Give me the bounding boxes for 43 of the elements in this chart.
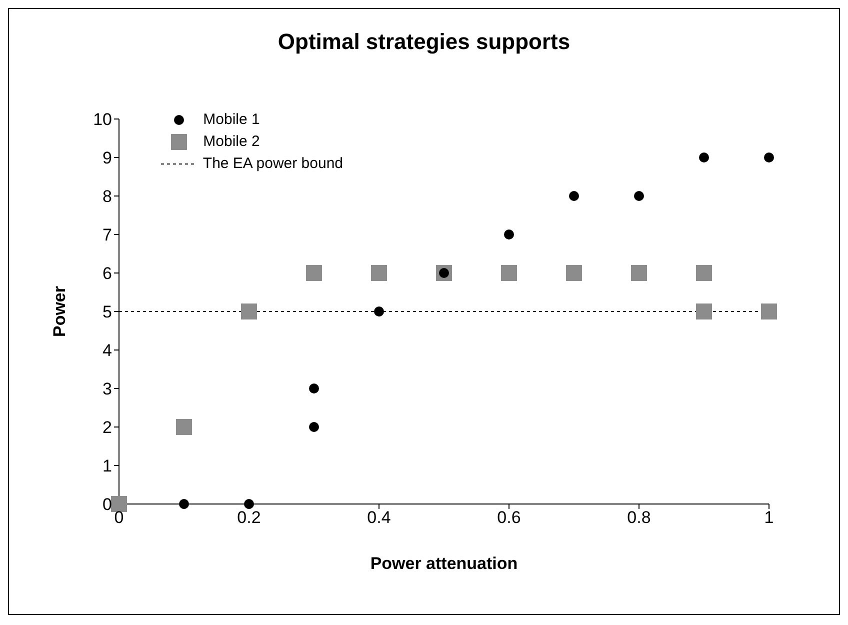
y-tick-label: 4 xyxy=(102,341,112,360)
y-tick-label: 7 xyxy=(102,226,112,245)
legend-label: Mobile 2 xyxy=(203,133,260,150)
y-tick-label: 1 xyxy=(102,456,112,476)
point xyxy=(176,419,192,435)
x-tick-label: 0.4 xyxy=(367,508,391,528)
y-tick-label: 8 xyxy=(102,187,112,206)
point xyxy=(374,306,384,316)
y-axis-title: Power xyxy=(50,286,70,338)
y-tick-label: 9 xyxy=(102,148,112,168)
point xyxy=(631,265,647,281)
point xyxy=(241,304,257,320)
point xyxy=(696,265,712,281)
point xyxy=(309,422,319,432)
point xyxy=(501,265,517,281)
point xyxy=(244,499,254,509)
y-tick-label: 3 xyxy=(102,380,112,399)
point xyxy=(504,230,514,240)
point xyxy=(699,152,709,162)
chart-title: Optimal strategies supports xyxy=(276,29,572,55)
y-tick-label: 2 xyxy=(102,418,112,438)
point xyxy=(309,384,319,394)
x-tick-label: 0.8 xyxy=(627,508,651,528)
y-tick-label: 0 xyxy=(102,495,112,514)
point xyxy=(764,152,774,162)
x-tick-label: 0.2 xyxy=(237,508,261,528)
point xyxy=(696,304,712,320)
x-tick-label: 1 xyxy=(764,508,774,528)
point xyxy=(111,496,127,512)
y-tick-label: 5 xyxy=(102,302,112,322)
point xyxy=(306,265,322,281)
point xyxy=(371,265,387,281)
point xyxy=(634,191,644,201)
x-axis-title: Power attenuation xyxy=(370,554,518,573)
point xyxy=(761,304,777,320)
y-tick-label: 10 xyxy=(93,110,112,130)
point xyxy=(569,191,579,201)
x-tick-label: 0.6 xyxy=(497,508,521,528)
legend-label: Mobile 1 xyxy=(203,111,260,128)
legend-label: The EA power bound xyxy=(202,155,344,172)
y-tick-label: 6 xyxy=(102,264,112,284)
point xyxy=(566,265,582,281)
point xyxy=(179,499,189,509)
